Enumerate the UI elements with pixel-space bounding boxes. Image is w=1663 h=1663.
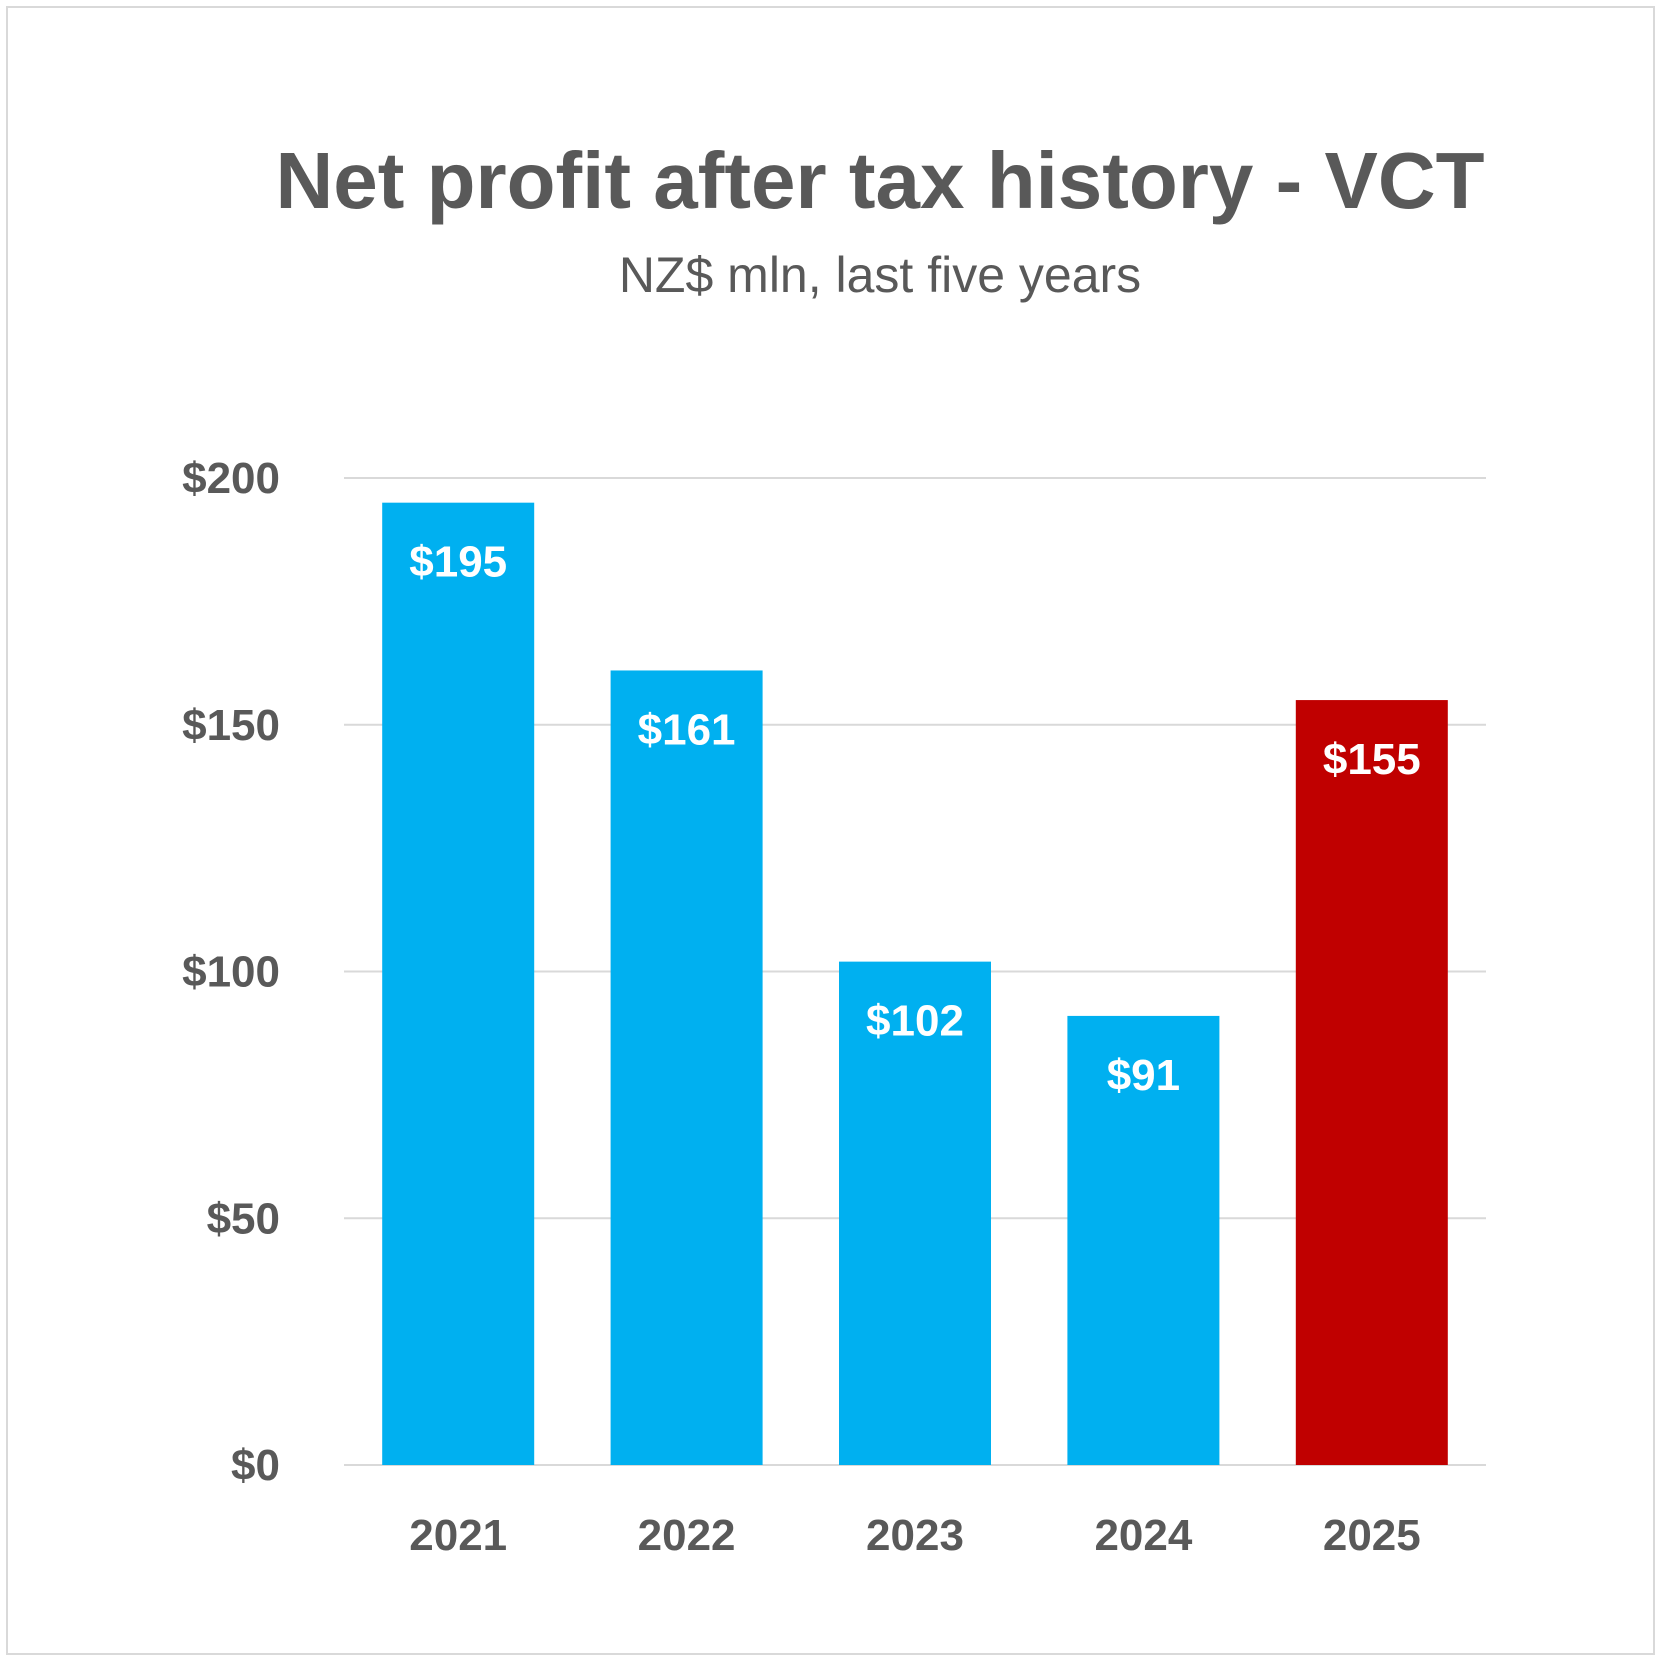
y-tick-label: $200 [182, 454, 280, 503]
y-tick-label: $50 [207, 1194, 280, 1243]
chart-subtitle: NZ$ mln, last five years [619, 247, 1141, 303]
data-label-2024: $91 [1107, 1051, 1180, 1100]
bars [382, 502, 1448, 1465]
y-tick-label: $100 [182, 948, 280, 997]
y-tick-label: $0 [231, 1441, 280, 1490]
bar-2025 [1295, 700, 1448, 1465]
bar-2023 [839, 961, 991, 1465]
x-axis-ticks: 2021 2022 2023 2024 2025 [409, 1511, 1420, 1560]
bar-2024 [1067, 1015, 1220, 1465]
x-tick-label: 2024 [1094, 1511, 1192, 1560]
x-tick-label: 2021 [409, 1511, 507, 1560]
data-labels: $195 $161 $102 $91 $155 [409, 538, 1420, 1100]
x-tick-label: 2022 [638, 1511, 736, 1560]
data-label-2025: $155 [1323, 735, 1421, 784]
x-tick-label: 2023 [866, 1511, 964, 1560]
data-label-2021: $195 [409, 538, 507, 587]
y-tick-label: $150 [182, 701, 280, 750]
y-axis-ticks: $0 $50 $100 $150 $200 [182, 454, 280, 1490]
x-tick-label: 2025 [1323, 1511, 1421, 1560]
bar-2022 [610, 670, 763, 1465]
chart-title: Net profit after tax history - VCT [275, 136, 1484, 225]
bar-2021 [382, 502, 535, 1465]
data-label-2022: $161 [638, 705, 736, 754]
data-label-2023: $102 [866, 997, 964, 1046]
